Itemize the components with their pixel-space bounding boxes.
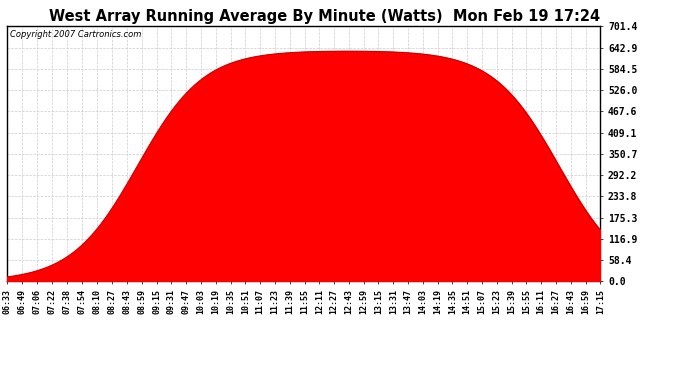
Text: Copyright 2007 Cartronics.com: Copyright 2007 Cartronics.com [10, 30, 141, 39]
Text: West Array Running Average By Minute (Watts)  Mon Feb 19 17:24: West Array Running Average By Minute (Wa… [49, 9, 600, 24]
